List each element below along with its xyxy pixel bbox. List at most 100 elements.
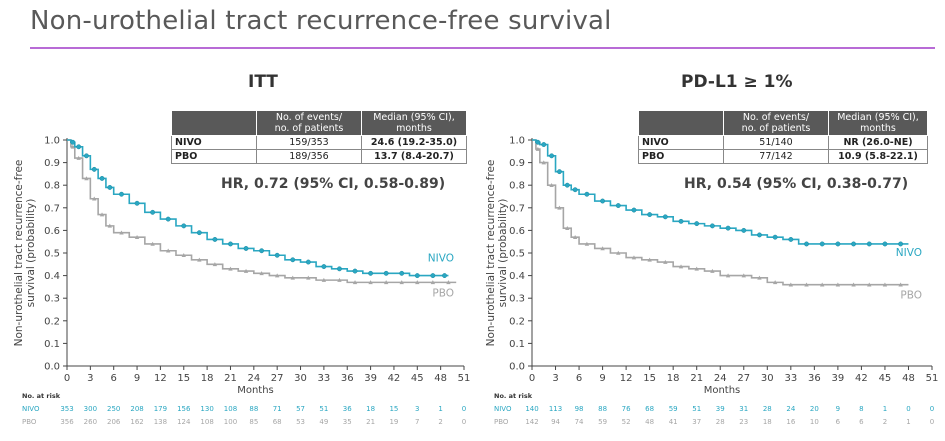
at-risk-value: 94 bbox=[551, 418, 560, 426]
censor-mark-nivo bbox=[274, 252, 280, 258]
stats-table-itt: No. of events/ no. of patients Median (9… bbox=[171, 110, 467, 164]
censor-mark-pbo bbox=[898, 282, 903, 287]
at-risk-value: 0 bbox=[906, 405, 910, 413]
censor-mark-nivo bbox=[678, 218, 684, 224]
at-risk-label: No. at risk bbox=[494, 392, 533, 400]
y-tick-label: 0.8 bbox=[44, 181, 60, 192]
censor-mark-nivo bbox=[835, 241, 841, 247]
censor-mark-nivo bbox=[99, 175, 105, 181]
y-tick-label: 0.3 bbox=[44, 294, 60, 305]
y-tick-label: 0.0 bbox=[44, 362, 60, 373]
censor-mark-nivo bbox=[819, 241, 825, 247]
stats-table-pdl1: No. of events/ no. of patients Median (9… bbox=[638, 110, 928, 164]
at-risk-value: 51 bbox=[319, 405, 328, 413]
censor-mark-pbo bbox=[197, 257, 202, 262]
x-tick-label: 24 bbox=[247, 373, 260, 384]
at-risk-value: 24 bbox=[786, 405, 795, 413]
x-tick-label: 30 bbox=[294, 373, 307, 384]
x-tick-label: 0 bbox=[64, 373, 70, 384]
censor-mark-nivo bbox=[647, 212, 653, 218]
at-risk-value: 1 bbox=[883, 405, 887, 413]
censor-mark-pbo bbox=[572, 234, 578, 239]
at-risk-value: 16 bbox=[786, 418, 795, 426]
at-risk-value: 28 bbox=[716, 418, 725, 426]
censor-mark-pbo bbox=[694, 266, 699, 271]
censor-mark-nivo bbox=[399, 270, 405, 276]
censor-mark-nivo bbox=[337, 266, 342, 272]
y-tick-label: 0.2 bbox=[509, 316, 525, 327]
at-risk-value: 20 bbox=[810, 405, 819, 413]
censor-mark-pbo bbox=[212, 262, 218, 267]
at-risk-value: 57 bbox=[296, 405, 305, 413]
x-tick-label: 39 bbox=[832, 373, 845, 384]
censor-mark-nivo bbox=[84, 153, 89, 159]
at-risk-value: 124 bbox=[177, 418, 191, 426]
censor-mark-pbo bbox=[788, 282, 794, 287]
at-risk-value: 260 bbox=[84, 418, 97, 426]
y-tick-label: 0.3 bbox=[509, 294, 525, 305]
censor-mark-nivo bbox=[228, 241, 233, 247]
censor-mark-pbo bbox=[259, 271, 264, 276]
y-axis-label: Non-urothelial tract recurrence-freesurv… bbox=[485, 160, 509, 347]
page-title: Non-urothelial tract recurrence-free sur… bbox=[30, 6, 612, 36]
at-risk-value: 140 bbox=[525, 405, 538, 413]
y-axis-label-line: Non-urothelial tract recurrence-free bbox=[485, 160, 497, 347]
x-tick-label: 9 bbox=[134, 373, 140, 384]
at-risk-value: 39 bbox=[716, 405, 725, 413]
censor-mark-nivo bbox=[321, 264, 327, 270]
censor-mark-nivo bbox=[212, 236, 218, 242]
censor-mark-pbo bbox=[882, 282, 888, 287]
censor-mark-pbo bbox=[616, 250, 621, 255]
x-tick-label: 51 bbox=[926, 373, 939, 384]
arm-label: PBO bbox=[171, 149, 257, 164]
at-risk-value: 37 bbox=[692, 418, 701, 426]
censor-mark-pbo bbox=[541, 160, 546, 165]
censor-mark-nivo bbox=[70, 139, 76, 145]
censor-mark-pbo bbox=[415, 280, 420, 285]
at-risk-value: 74 bbox=[575, 418, 584, 426]
at-risk-value: 0 bbox=[462, 405, 466, 413]
x-tick-label: 18 bbox=[201, 373, 214, 384]
at-risk-value: 2 bbox=[883, 418, 887, 426]
y-tick-label: 0.6 bbox=[509, 226, 525, 237]
at-risk-value: 53 bbox=[296, 418, 305, 426]
censor-mark-nivo bbox=[165, 216, 171, 222]
series-line-nivo bbox=[67, 139, 449, 277]
censor-mark-nivo bbox=[383, 270, 389, 276]
censor-mark-pbo bbox=[663, 259, 668, 264]
censor-mark-nivo bbox=[709, 223, 715, 229]
x-tick-label: 36 bbox=[808, 373, 821, 384]
at-risk-value: 18 bbox=[763, 418, 772, 426]
censor-mark-nivo bbox=[76, 144, 82, 150]
hr-text-pdl1: HR, 0.54 (95% CI, 0.38-0.77) bbox=[684, 176, 909, 192]
chart-0: 0.00.10.20.30.40.50.60.70.80.91.00 3 6 9 12 1… bbox=[13, 136, 470, 427]
x-tick-label: 15 bbox=[643, 373, 656, 384]
x-tick-label: 21 bbox=[690, 373, 703, 384]
at-risk-value: 300 bbox=[84, 405, 97, 413]
at-risk-value: 353 bbox=[60, 405, 73, 413]
stats-header-blank bbox=[638, 110, 724, 136]
at-risk-value: 41 bbox=[669, 418, 678, 426]
at-risk-value: 18 bbox=[366, 405, 375, 413]
censor-mark-pbo bbox=[772, 280, 778, 285]
at-risk-value: 21 bbox=[366, 418, 375, 426]
y-axis-label-line: survival (probability) bbox=[25, 199, 37, 308]
x-tick-label: 51 bbox=[458, 373, 471, 384]
censor-mark-pbo bbox=[819, 282, 825, 287]
x-tick-label: 12 bbox=[154, 373, 167, 384]
at-risk-value: 2 bbox=[438, 418, 442, 426]
events-cell: 77/142 bbox=[723, 149, 829, 164]
censor-mark-pbo bbox=[337, 277, 342, 282]
censor-mark-nivo bbox=[181, 223, 187, 229]
censor-mark-nivo bbox=[694, 221, 700, 227]
at-risk-value: 356 bbox=[60, 418, 74, 426]
at-risk-value: 0 bbox=[462, 418, 466, 426]
censor-mark-nivo bbox=[305, 259, 311, 265]
censor-mark-pbo bbox=[549, 183, 554, 187]
x-tick-label: 0 bbox=[529, 373, 535, 384]
y-tick-label: 0.2 bbox=[44, 316, 60, 327]
at-risk-value: 208 bbox=[130, 405, 143, 413]
censor-mark-nivo bbox=[134, 200, 140, 206]
censor-mark-pbo bbox=[150, 241, 155, 246]
x-tick-label: 27 bbox=[737, 373, 750, 384]
